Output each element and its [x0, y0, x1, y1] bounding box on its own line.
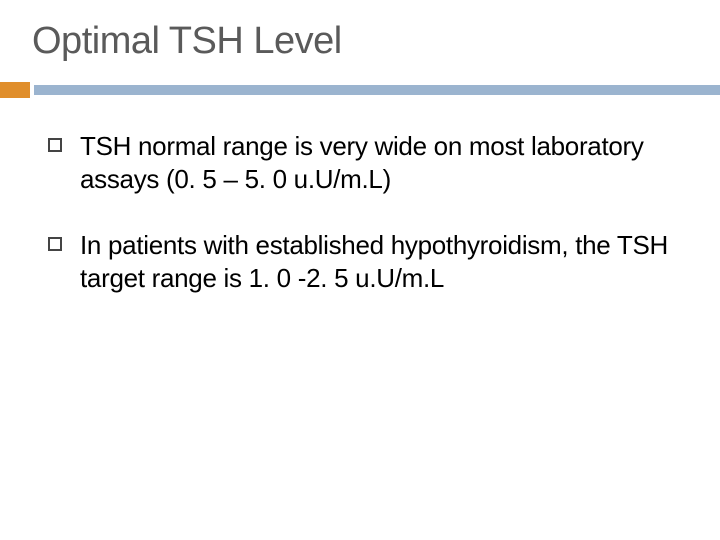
bullet-text: TSH normal range is very wide on most la…	[80, 130, 678, 195]
slide-title: Optimal TSH Level	[32, 20, 342, 63]
bullet-list: TSH normal range is very wide on most la…	[48, 130, 678, 328]
square-bullet-icon	[48, 138, 62, 152]
slide: Optimal TSH Level TSH normal range is ve…	[0, 0, 720, 540]
list-item: In patients with established hypothyroid…	[48, 229, 678, 294]
bullet-text: In patients with established hypothyroid…	[80, 229, 678, 294]
title-underline	[0, 82, 720, 98]
list-item: TSH normal range is very wide on most la…	[48, 130, 678, 195]
accent-block	[0, 82, 30, 98]
underline-bar	[34, 85, 720, 95]
square-bullet-icon	[48, 237, 62, 251]
